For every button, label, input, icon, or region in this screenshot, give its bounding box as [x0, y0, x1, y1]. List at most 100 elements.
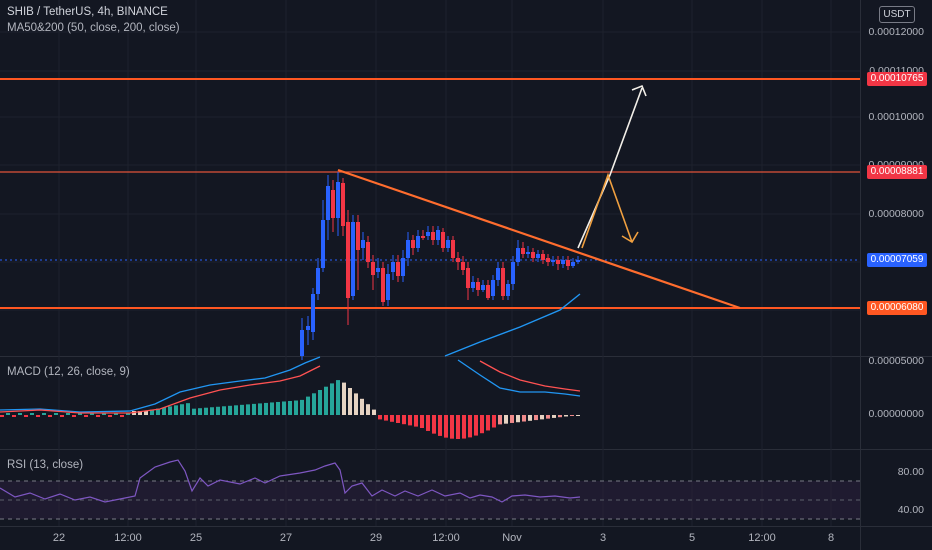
macd-hist-bar [72, 415, 76, 417]
macd-hist-bar [312, 393, 316, 415]
candle-body [511, 262, 515, 284]
macd-hist-bar [438, 415, 442, 436]
rsi-tick: 80.00 [897, 466, 924, 478]
candle-body [446, 240, 450, 248]
macd-hist-bar [462, 415, 466, 439]
currency-badge[interactable]: USDT [879, 6, 915, 23]
macd-hist-bar [528, 415, 532, 421]
macd-hist-bar [366, 404, 370, 415]
candle-body [396, 262, 400, 276]
time-tick: 12:00 [748, 532, 776, 544]
chart-symbol-title[interactable]: SHIB / TetherUS, 4h, BINANCE [7, 6, 168, 18]
macd-hist-bar [126, 413, 130, 415]
macd-hist-bar [12, 415, 16, 417]
macd-hist-bar [102, 413, 106, 415]
time-tick: 12:00 [432, 532, 460, 544]
ma-indicator-legend[interactable]: MA50&200 (50, close, 200, close) [7, 22, 180, 34]
macd-hist-bar [552, 415, 556, 418]
candle-body [306, 326, 310, 330]
macd-hist-bar [264, 402, 268, 415]
time-tick: 27 [279, 532, 293, 544]
macd-line-right [457, 359, 581, 397]
candle-body [381, 268, 385, 302]
macd-hist-bar [270, 402, 274, 415]
time-tick: 5 [688, 532, 696, 544]
macd-hist-bar [324, 386, 328, 415]
macd-hist-bar [450, 415, 454, 439]
time-tick: 29 [369, 532, 383, 544]
macd-hist-bar [6, 413, 10, 415]
candle-body [451, 240, 455, 258]
candle-body [566, 260, 570, 266]
macd-hist-bar [156, 408, 160, 415]
macd-hist-bar [168, 406, 172, 415]
candle-body [421, 236, 425, 238]
macd-legend[interactable]: MACD (12, 26, close, 9) [7, 366, 130, 378]
price-pane-bg [0, 0, 860, 356]
candle-body [346, 222, 350, 298]
candle-body [321, 220, 325, 268]
resistance-high-price-label[interactable]: 0.00010765 [867, 72, 927, 86]
macd-hist-bar [84, 415, 88, 417]
candle-body [406, 240, 410, 258]
time-tick: Nov [502, 532, 522, 544]
candle-body [411, 240, 415, 248]
candle-body [391, 262, 395, 272]
macd-hist-bar [546, 415, 550, 419]
time-tick: 12:00 [114, 532, 142, 544]
candle-body [341, 183, 345, 226]
macd-hist-bar [114, 413, 118, 415]
macd-hist-bar [300, 399, 304, 415]
rsi-legend[interactable]: RSI (13, close) [7, 459, 84, 471]
candle-body [351, 222, 355, 296]
macd-hist-bar [174, 405, 178, 415]
macd-hist-bar [150, 409, 154, 415]
macd-hist-bar [354, 393, 358, 415]
rsi-line [0, 459, 581, 503]
macd-hist-bar [414, 415, 418, 427]
macd-hist-bar [456, 415, 460, 439]
bullish-projection-arrow[interactable] [577, 84, 647, 249]
macd-hist-bar [498, 415, 502, 425]
macd-hist-bar [162, 407, 166, 415]
macd-hist-bar [372, 409, 376, 415]
candle-body [506, 284, 510, 296]
macd-hist-bar [384, 415, 388, 421]
candle-body [456, 258, 460, 262]
macd-hist-bar [426, 415, 430, 431]
candle-body [431, 232, 435, 240]
candle-body [521, 248, 525, 254]
candle-body [576, 260, 580, 262]
macd-hist-bar [36, 415, 40, 417]
candle-body [361, 240, 365, 248]
rsi-tick: 40.00 [897, 504, 924, 516]
macd-hist-bar [558, 415, 562, 418]
macd-hist-bar [396, 415, 400, 423]
candle-body [501, 268, 505, 296]
candle-body [461, 262, 465, 270]
macd-hist-bar [474, 415, 478, 436]
macd-pane-bg [0, 357, 860, 449]
macd-hist-bar [402, 415, 406, 425]
descending-trendline[interactable] [337, 168, 741, 310]
candle-body [466, 268, 470, 288]
bearish-projection-arrow[interactable] [581, 172, 639, 249]
macd-hist-bar [258, 403, 262, 415]
candle-body [491, 280, 495, 296]
macd-hist-bar [432, 415, 436, 434]
macd-hist-bar [318, 390, 322, 415]
candle-body [336, 182, 340, 218]
resistance-mid-price-label[interactable]: 0.00008881 [867, 165, 927, 179]
macd-hist-bar [60, 415, 64, 417]
horizontal-grid [0, 31, 860, 311]
candle-body [416, 236, 420, 248]
support-price-label[interactable]: 0.00006080 [867, 301, 927, 315]
macd-hist-bar [204, 407, 208, 415]
macd-hist-bar [492, 415, 496, 428]
rsi-band [0, 481, 860, 519]
candle-body [326, 186, 330, 220]
macd-hist-bar [564, 415, 568, 417]
current-price-label[interactable]: 0.00007059 [867, 253, 927, 267]
time-tick: 22 [52, 532, 66, 544]
